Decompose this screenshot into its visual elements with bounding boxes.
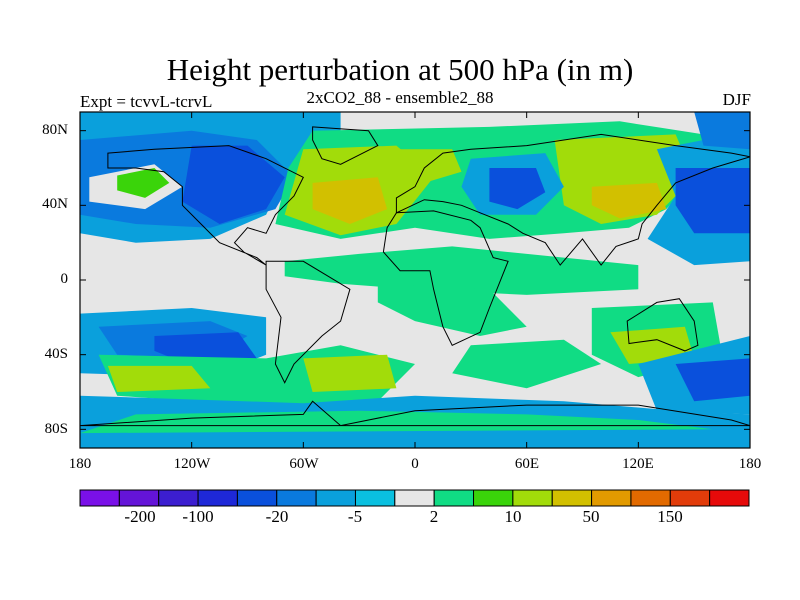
x-tick-180e: 180 — [738, 456, 762, 472]
contour-band — [452, 339, 602, 389]
season-label: DJF — [722, 90, 751, 109]
colorbar-label: 2 — [429, 507, 439, 526]
contour-band — [312, 177, 388, 224]
colorbar-swatch — [79, 489, 120, 507]
x-tick-60w: 60W — [289, 456, 319, 472]
axis-ticks — [79, 112, 751, 448]
contour-band — [694, 112, 750, 150]
x-tick-180w: 180 — [68, 456, 92, 472]
colorbar-swatch — [473, 489, 514, 507]
colorbar-swatch — [276, 489, 317, 507]
coastline — [382, 210, 509, 346]
experiment-label: Expt = tcvvL-tcrvL — [80, 92, 213, 111]
colorbar-swatch — [236, 489, 278, 507]
colorbar-swatch — [630, 489, 671, 507]
colorbar-label: 150 — [657, 507, 683, 526]
colorbar-swatch — [394, 489, 435, 507]
colorbar-label: -5 — [347, 507, 363, 526]
y-tick-40s: 40S — [44, 346, 68, 362]
contour-band — [284, 246, 639, 295]
coastline — [80, 400, 750, 427]
colorbar-swatch — [118, 489, 160, 507]
colorbar-swatch — [669, 489, 711, 507]
colorbar-swatch — [551, 489, 593, 507]
colorbar-swatch — [433, 489, 475, 507]
contour-band — [610, 326, 695, 364]
colorbar-label: -100 — [182, 507, 214, 526]
colorbar — [79, 489, 750, 507]
plot-title: Height perturbation at 500 hPa (in m) — [166, 52, 634, 87]
colorbar-swatch — [315, 489, 356, 507]
colorbar-label: 10 — [504, 507, 522, 526]
colorbar-label: -20 — [265, 507, 289, 526]
contour-band — [303, 354, 397, 392]
colorbar-label: -200 — [124, 507, 156, 526]
contour-band — [675, 358, 750, 402]
colorbar-swatch — [512, 489, 553, 507]
contour-band — [377, 149, 462, 183]
colorbar-swatch — [197, 489, 238, 507]
colorbar-label: 50 — [582, 507, 600, 526]
colorbar-swatch — [354, 489, 396, 507]
contour-band — [107, 365, 211, 392]
contour-band — [675, 168, 750, 234]
colorbar-swatch — [158, 489, 199, 507]
colorbar-swatch — [591, 489, 632, 507]
coastline — [626, 298, 699, 352]
coastline — [395, 133, 750, 266]
contour-bands — [80, 112, 750, 448]
coastline — [107, 145, 304, 266]
x-tick-0: 0 — [411, 456, 419, 472]
contour-band — [117, 168, 170, 198]
coastlines — [80, 126, 750, 427]
coastline — [312, 126, 379, 165]
contour-band — [591, 182, 667, 219]
y-tick-0: 0 — [60, 271, 69, 287]
x-tick-120e: 120E — [622, 456, 654, 472]
y-tick-80s: 80S — [44, 421, 68, 437]
contour-band — [182, 145, 285, 224]
x-tick-60e: 60E — [514, 456, 540, 472]
contour-band — [489, 168, 546, 210]
colorbar-swatch — [709, 489, 750, 507]
case-label: 2xCO2_88 - ensemble2_88 — [306, 88, 494, 107]
x-tick-120w: 120W — [173, 456, 211, 472]
contour-field — [80, 112, 750, 448]
contour-band — [377, 283, 527, 336]
y-tick-80n: 80N — [42, 122, 68, 138]
coastline — [265, 260, 351, 384]
y-tick-40n: 40N — [42, 196, 68, 212]
